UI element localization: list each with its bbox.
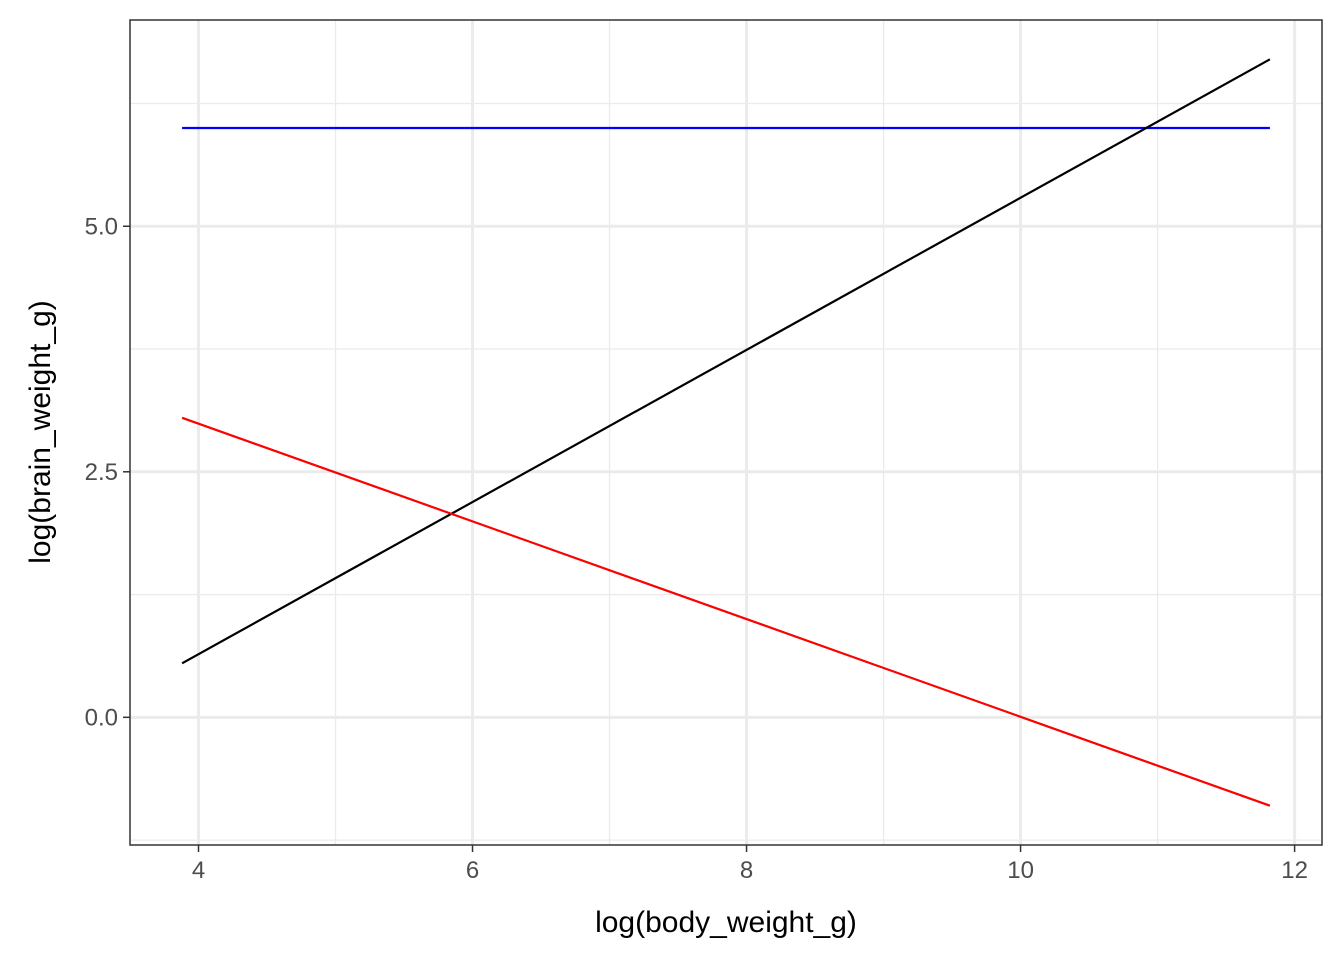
- major-gridlines: [130, 20, 1322, 845]
- series-lines: [181, 58, 1271, 807]
- x-tick-label: 12: [1281, 857, 1308, 884]
- y-tick-label: 5.0: [85, 213, 118, 240]
- plot-panel-background: [130, 20, 1322, 845]
- series-line-2: [181, 58, 1271, 665]
- series-line-3: [181, 416, 1271, 807]
- y-axis-title: log(brain_weight_g): [24, 300, 57, 564]
- x-axis-title: log(body_weight_g): [595, 906, 857, 939]
- x-tick-label: 8: [740, 857, 753, 884]
- y-axis: 0.0 2.5 5.0: [85, 213, 130, 731]
- x-tick-label: 10: [1007, 857, 1034, 884]
- plot-panel-border: [129, 19, 1323, 846]
- x-tick-label: 6: [466, 857, 479, 884]
- y-tick-label: 0.0: [85, 704, 118, 731]
- x-axis: 4 6 8 10 12: [192, 845, 1308, 884]
- y-tick-label: 2.5: [85, 459, 118, 486]
- x-tick-label: 4: [192, 857, 205, 884]
- minor-gridlines: [130, 20, 1322, 845]
